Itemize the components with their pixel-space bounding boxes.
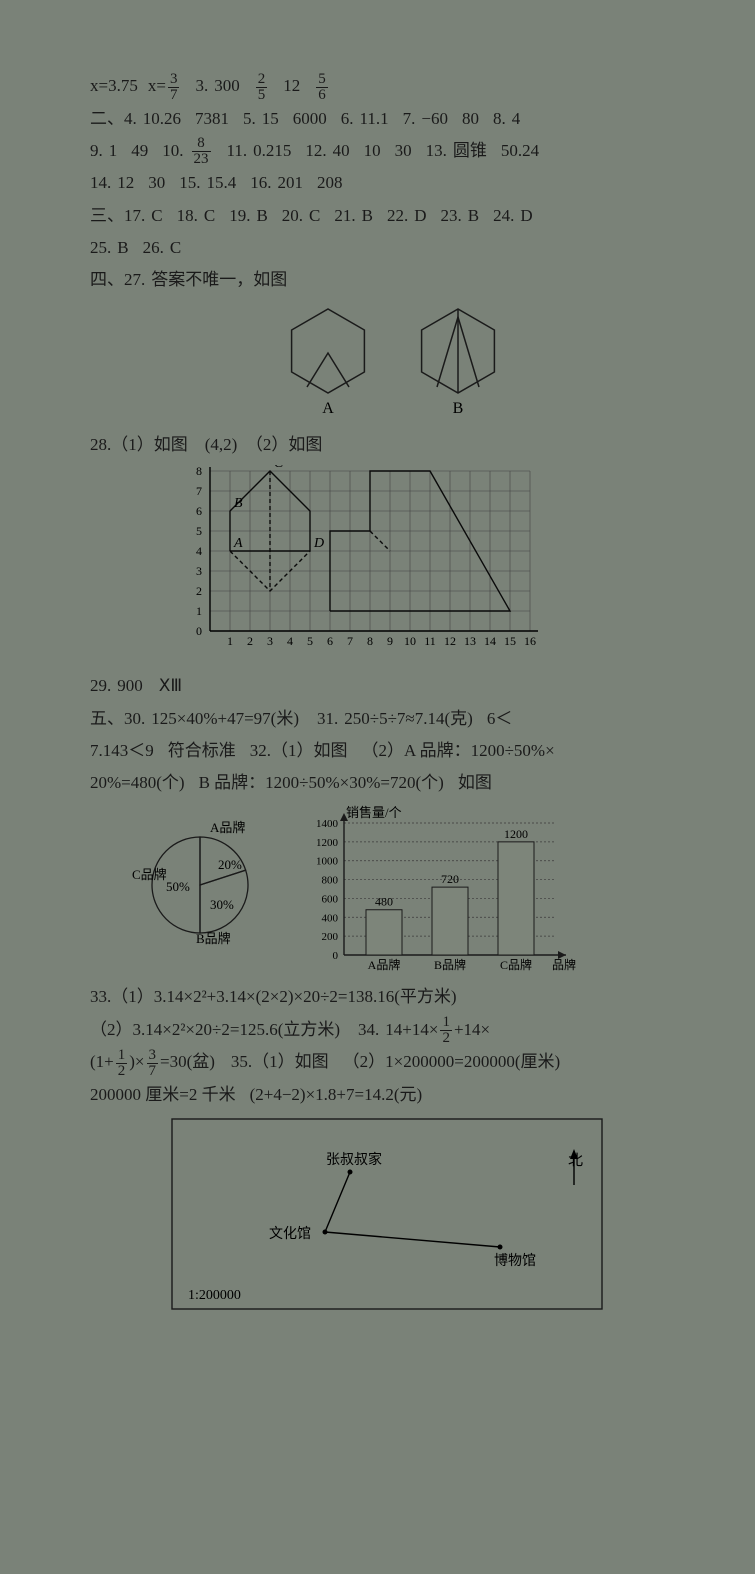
text-line: x=3.75x=373.300251256 <box>90 70 695 103</box>
svg-text:7: 7 <box>347 634 353 648</box>
svg-text:14: 14 <box>484 634 496 648</box>
svg-text:2: 2 <box>196 584 202 598</box>
svg-text:C品牌: C品牌 <box>500 958 532 972</box>
svg-text:9: 9 <box>387 634 393 648</box>
svg-text:15: 15 <box>504 634 516 648</box>
svg-text:8: 8 <box>367 634 373 648</box>
svg-text:A: A <box>233 536 243 551</box>
svg-text:1200: 1200 <box>316 837 339 849</box>
svg-text:2: 2 <box>247 634 253 648</box>
text-line: 25.B26.C <box>90 232 695 264</box>
svg-text:11: 11 <box>424 634 436 648</box>
bar-chart: 销售量/个 200 400 600 800 1000 1200 1400 0 480 A品牌 7… <box>300 805 580 975</box>
q35-map: 北 张叔叔家 文化馆 博物馆 1:200000 <box>170 1117 695 1328</box>
svg-text:C品牌: C品牌 <box>132 867 167 882</box>
svg-text:A: A <box>322 400 334 417</box>
text-line: (1+12)×37=30(盆)35.（1）如图（2）1×200000=20000… <box>90 1046 695 1079</box>
svg-text:B品牌: B品牌 <box>196 931 231 946</box>
text-line: 三、17.C18.C19.B20.C21.B22.D23.B24.D <box>90 200 695 232</box>
svg-text:5: 5 <box>196 524 202 538</box>
text-line: 7.143＜9符合标准32.（1）如图（2）A 品牌：1200÷50%× <box>90 735 695 767</box>
svg-text:1: 1 <box>196 604 202 618</box>
svg-text:1:200000: 1:200000 <box>188 1288 241 1303</box>
svg-text:A品牌: A品牌 <box>368 958 401 972</box>
text-line: 五、30.125×40%+47=97(米)31.250÷5÷7≈7.14(克)6… <box>90 703 695 735</box>
q28-line: 28.（1）如图 (4,2) （2）如图 <box>90 429 695 461</box>
svg-text:0: 0 <box>333 950 339 962</box>
svg-text:博物馆: 博物馆 <box>494 1252 536 1269</box>
text-line: 20%=480(个)B 品牌：1200÷50%×30%=720(个)如图 <box>90 767 695 799</box>
svg-text:480: 480 <box>375 895 393 909</box>
q32-charts: 20% 50% 30% A品牌 B品牌 C品牌 销售量/个 200 400 600 8… <box>130 805 695 975</box>
svg-text:50%: 50% <box>166 879 190 894</box>
svg-text:1000: 1000 <box>316 856 339 868</box>
q27-hexagons: A B <box>90 303 695 423</box>
svg-text:12: 12 <box>444 634 456 648</box>
svg-text:4: 4 <box>196 544 202 558</box>
q28-grid: 12345678910111213141516012345678ABCD <box>190 465 695 666</box>
svg-text:20%: 20% <box>218 857 242 872</box>
text-line: 四、27.答案不唯一，如图 <box>90 264 695 296</box>
svg-text:400: 400 <box>322 913 339 925</box>
svg-text:D: D <box>313 536 324 551</box>
svg-text:5: 5 <box>307 634 313 648</box>
svg-text:文化馆: 文化馆 <box>269 1226 311 1242</box>
text-line: 二、4.10.2673815.1560006.11.17.−60808.4 <box>90 103 695 135</box>
svg-text:0: 0 <box>196 624 202 638</box>
svg-text:B: B <box>452 400 463 417</box>
pie-chart: 20% 50% 30% A品牌 B品牌 C品牌 <box>130 820 280 960</box>
svg-text:720: 720 <box>441 873 459 887</box>
svg-text:8: 8 <box>196 465 202 478</box>
svg-text:3: 3 <box>267 634 273 648</box>
svg-text:13: 13 <box>464 634 476 648</box>
svg-text:200: 200 <box>322 932 339 944</box>
svg-text:30%: 30% <box>210 897 234 912</box>
svg-text:1: 1 <box>227 634 233 648</box>
svg-text:B: B <box>234 496 243 511</box>
text-line: 200000 厘米=2 千米(2+4−2)×1.8+7=14.2(元) <box>90 1079 695 1111</box>
svg-text:6: 6 <box>196 504 202 518</box>
svg-text:600: 600 <box>322 894 339 906</box>
svg-text:销售量/个: 销售量/个 <box>346 805 402 820</box>
svg-text:6: 6 <box>327 634 333 648</box>
svg-text:B品牌: B品牌 <box>434 958 466 972</box>
svg-text:800: 800 <box>322 875 339 887</box>
text-line: 9.14910.82311.0.21512.40103013.圆锥50.24 <box>90 135 695 168</box>
svg-text:张叔叔家: 张叔叔家 <box>326 1151 382 1168</box>
svg-text:16: 16 <box>524 634 536 648</box>
text-line: 33.（1）3.14×2²+3.14×(2×2)×20÷2=138.16(平方米… <box>90 981 695 1013</box>
svg-text:7: 7 <box>196 484 202 498</box>
svg-text:1400: 1400 <box>316 818 339 830</box>
svg-text:品牌: 品牌 <box>552 958 576 972</box>
svg-text:4: 4 <box>287 634 293 648</box>
text-line: 14.123015.15.416.201208 <box>90 167 695 199</box>
svg-text:1200: 1200 <box>504 827 528 841</box>
svg-text:3: 3 <box>196 564 202 578</box>
svg-text:C: C <box>274 465 284 471</box>
text-line: （2）3.14×2²×20÷2=125.6(立方米)34.14+14×12+14… <box>90 1014 695 1047</box>
svg-text:A品牌: A品牌 <box>210 820 245 835</box>
svg-text:10: 10 <box>404 634 416 648</box>
text-line: 29.900ⅩⅢ <box>90 670 695 702</box>
